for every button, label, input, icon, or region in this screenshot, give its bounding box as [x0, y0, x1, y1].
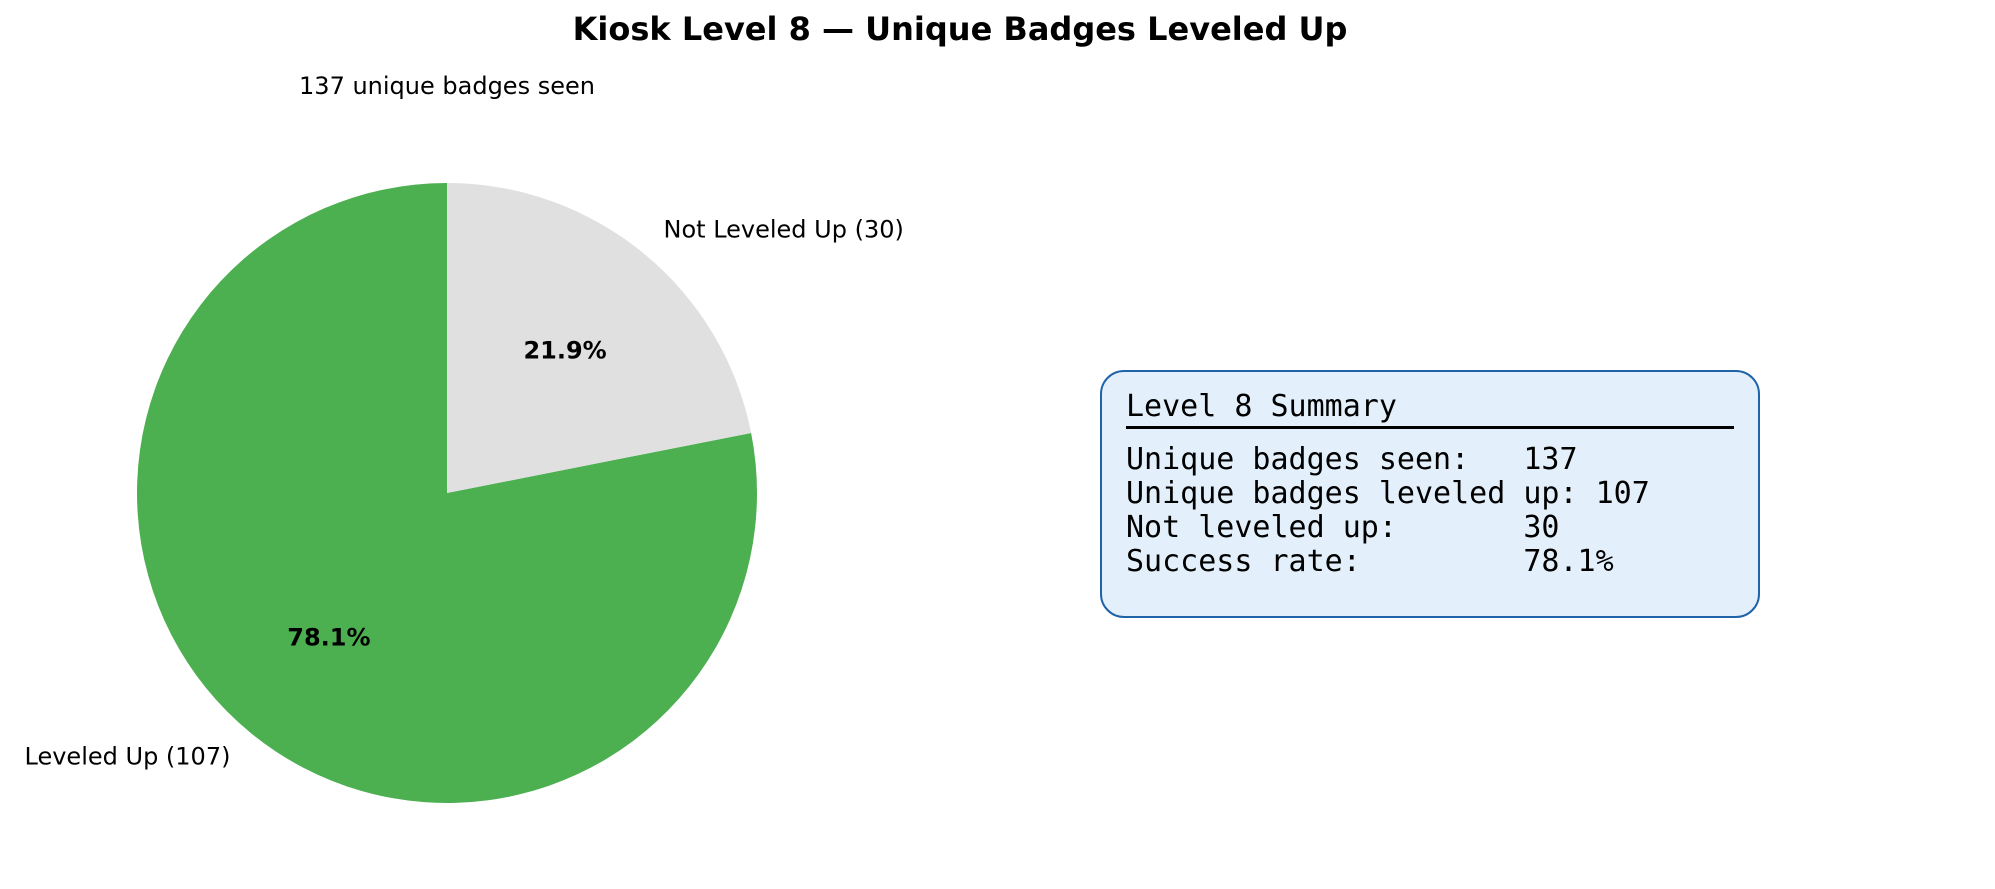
summary-row: Not leveled up: 30: [1126, 510, 1560, 545]
summary-row: Success rate: 78.1%: [1126, 544, 1614, 579]
chart-title: Kiosk Level 8 — Unique Badges Leveled Up: [573, 10, 1348, 48]
summary-row: Unique badges seen: 137: [1126, 442, 1578, 477]
pie-slice: [447, 182, 752, 493]
summary-row: Unique badges leveled up: 107: [1126, 476, 1650, 511]
summary-divider: [1126, 426, 1734, 429]
summary-rows: Unique badges seen: 137 Unique badges le…: [1126, 443, 1734, 579]
summary-title: Level 8 Summary: [1126, 389, 1397, 424]
slice-category-label: Leveled Up (107): [25, 742, 231, 770]
summary-box: Level 8 Summary Unique badges seen: 137 …: [1100, 370, 1760, 618]
slice-category-label: Not Leveled Up (30): [664, 216, 904, 244]
slice-percent-label: 78.1%: [287, 624, 370, 652]
chart-subtitle: 137 unique badges seen: [299, 72, 595, 100]
slice-percent-label: 21.9%: [523, 336, 606, 364]
